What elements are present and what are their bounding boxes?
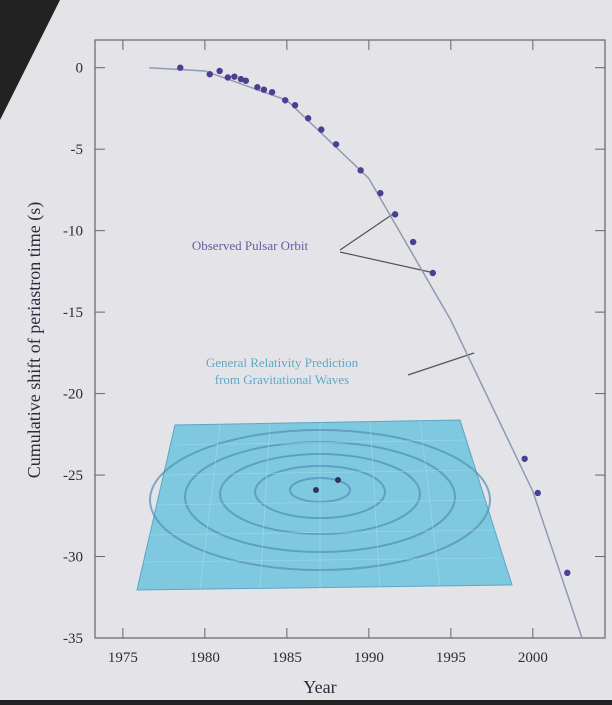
annotation: Observed Pulsar Orbit <box>192 238 309 253</box>
y-tick-label: -25 <box>63 468 83 484</box>
prediction-curve <box>149 66 583 639</box>
y-tick-label: -35 <box>63 631 83 647</box>
x-tick-label: 2000 <box>518 650 548 666</box>
y-tick-label: -10 <box>63 224 83 240</box>
y-tick-label: -30 <box>63 550 83 566</box>
x-tick-label: 1995 <box>436 650 466 666</box>
arrows <box>339 213 475 376</box>
x-tick-label: 1985 <box>272 650 302 666</box>
ripple-image <box>136 419 513 591</box>
x-tick-label: 1990 <box>354 650 384 666</box>
data-point <box>564 569 571 577</box>
data-point <box>216 67 223 75</box>
data-point <box>429 269 437 277</box>
data-point <box>260 86 268 93</box>
data-point <box>391 211 399 218</box>
data-point <box>177 64 184 71</box>
data-point <box>237 75 245 83</box>
plot-frame <box>94 39 606 639</box>
data-point <box>377 189 384 197</box>
data-point <box>521 455 528 462</box>
y-axis-label: Cumulative shift of periastron time (s) <box>24 202 45 478</box>
data-point <box>206 71 213 78</box>
x-tick-label: 1975 <box>108 650 138 666</box>
y-tick-label: -20 <box>63 387 83 403</box>
data-point <box>291 101 299 109</box>
annotation: General Relativity Prediction <box>206 355 359 370</box>
data-point <box>254 84 261 91</box>
data-point <box>357 167 364 174</box>
data-point <box>534 489 541 497</box>
y-tick-label: -5 <box>71 142 84 158</box>
data-point <box>231 73 238 80</box>
data-point <box>224 74 232 81</box>
data-point <box>318 126 325 133</box>
data-point <box>332 141 340 148</box>
y-tick-label: -15 <box>63 305 83 321</box>
annotation: from Gravitational Waves <box>215 372 349 387</box>
data-point <box>304 115 312 122</box>
x-axis-label: Year <box>303 677 336 697</box>
y-tick-label: 0 <box>76 61 84 77</box>
data-point <box>409 238 417 246</box>
x-tick-label: 1980 <box>190 650 220 666</box>
data-point <box>282 97 289 104</box>
data-point <box>242 77 250 84</box>
data-point <box>268 88 276 96</box>
